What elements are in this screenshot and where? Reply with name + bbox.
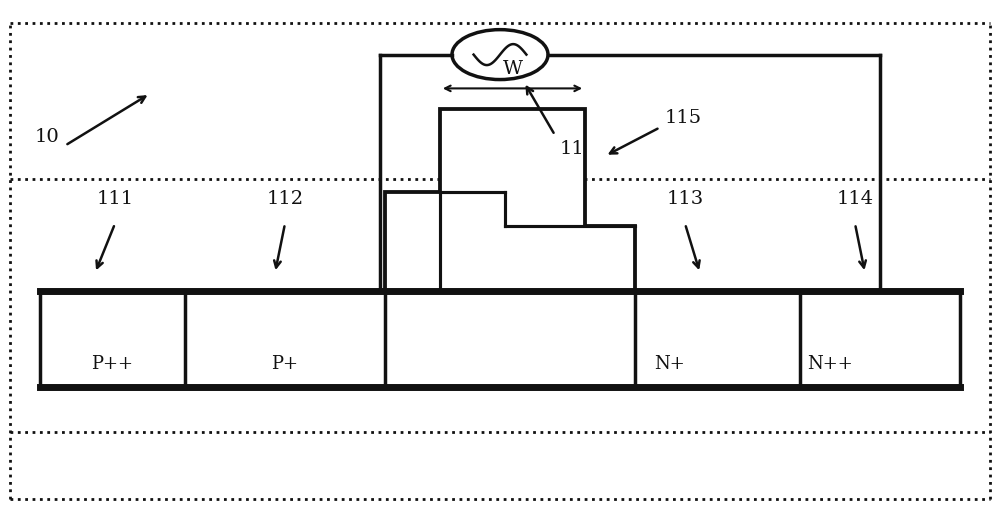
Text: 112: 112	[266, 190, 304, 208]
Polygon shape	[440, 192, 505, 291]
Polygon shape	[440, 109, 585, 226]
Text: 113: 113	[666, 190, 704, 208]
Text: P++: P++	[91, 355, 133, 373]
Text: 115: 115	[665, 109, 702, 127]
Text: P+: P+	[272, 355, 298, 373]
Text: N+: N+	[655, 355, 685, 373]
Text: 111: 111	[96, 190, 134, 208]
Text: 10: 10	[35, 127, 60, 146]
Text: W: W	[503, 60, 522, 78]
Text: 114: 114	[836, 190, 874, 208]
Text: N++: N++	[807, 355, 853, 373]
Text: 11: 11	[560, 140, 585, 159]
Polygon shape	[505, 226, 635, 291]
